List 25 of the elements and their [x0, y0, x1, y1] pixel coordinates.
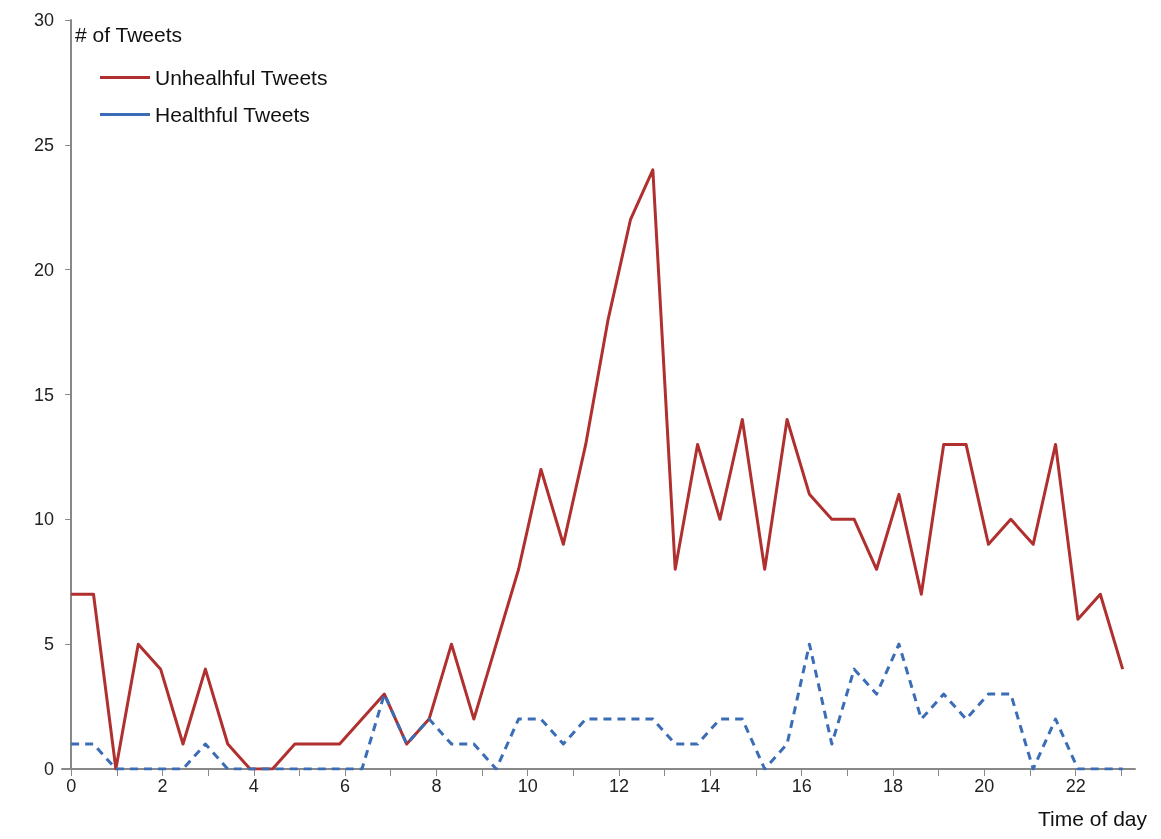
y-axis-title: # of Tweets [75, 23, 183, 46]
x-tick-label: 4 [248, 776, 259, 796]
legend-label: Healthful Tweets [155, 103, 310, 126]
y-tick-label: 15 [33, 384, 54, 405]
x-tick-label: 0 [66, 776, 77, 796]
x-tick-label: 2 [157, 776, 168, 796]
x-tick-label: 22 [1065, 776, 1086, 796]
x-tick-label: 16 [791, 776, 812, 796]
y-tick-label: 10 [33, 509, 54, 530]
y-tick-label: 5 [43, 634, 54, 655]
y-tick-label: 30 [33, 10, 54, 30]
line-series [69, 168, 1125, 771]
x-tick-label: 10 [517, 776, 538, 796]
x-tick-label: 18 [882, 776, 904, 796]
y-tick-label: 25 [33, 134, 54, 155]
x-tick-label: 12 [609, 776, 630, 796]
x-axis-title: Time of day [1038, 807, 1148, 830]
x-tick-label: 8 [431, 776, 442, 796]
y-tick-label: 20 [33, 259, 54, 280]
legend-label: Unhealhful Tweets [155, 66, 328, 89]
x-tick-label: 14 [700, 776, 721, 796]
x-tick-label: 6 [340, 776, 351, 796]
line-series [69, 642, 1125, 771]
x-tick-label: 20 [974, 776, 995, 796]
y-tick-label: 0 [43, 759, 54, 779]
